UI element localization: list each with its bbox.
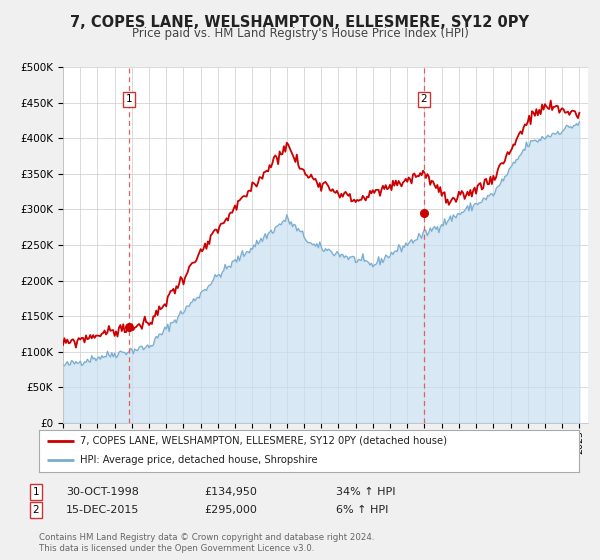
Text: HPI: Average price, detached house, Shropshire: HPI: Average price, detached house, Shro… bbox=[79, 455, 317, 465]
Text: 7, COPES LANE, WELSHAMPTON, ELLESMERE, SY12 0PY: 7, COPES LANE, WELSHAMPTON, ELLESMERE, S… bbox=[71, 15, 530, 30]
Text: 6% ↑ HPI: 6% ↑ HPI bbox=[336, 505, 388, 515]
Text: 7, COPES LANE, WELSHAMPTON, ELLESMERE, SY12 0PY (detached house): 7, COPES LANE, WELSHAMPTON, ELLESMERE, S… bbox=[79, 436, 446, 446]
Text: 2: 2 bbox=[421, 94, 427, 104]
Text: 15-DEC-2015: 15-DEC-2015 bbox=[66, 505, 139, 515]
Text: 1: 1 bbox=[32, 487, 40, 497]
Text: Price paid vs. HM Land Registry's House Price Index (HPI): Price paid vs. HM Land Registry's House … bbox=[131, 27, 469, 40]
Text: 1: 1 bbox=[125, 94, 132, 104]
Text: 30-OCT-1998: 30-OCT-1998 bbox=[66, 487, 139, 497]
Text: £134,950: £134,950 bbox=[204, 487, 257, 497]
Text: £295,000: £295,000 bbox=[204, 505, 257, 515]
Text: Contains HM Land Registry data © Crown copyright and database right 2024.
This d: Contains HM Land Registry data © Crown c… bbox=[39, 534, 374, 553]
Text: 34% ↑ HPI: 34% ↑ HPI bbox=[336, 487, 395, 497]
Text: 2: 2 bbox=[32, 505, 40, 515]
